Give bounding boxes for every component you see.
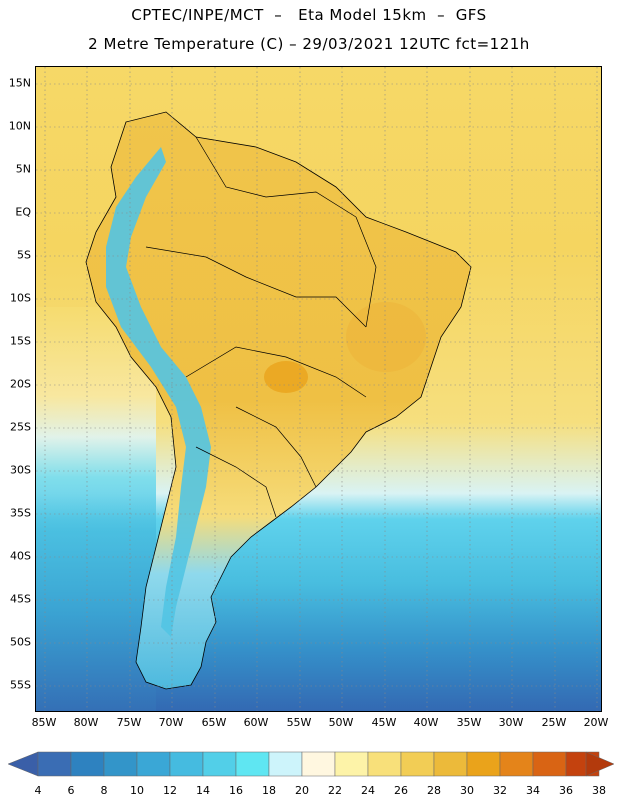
colorbar-label: 18 [262,784,276,797]
lon-label: 40W [413,716,439,729]
colorbar-label: 20 [295,784,309,797]
warm-area-brazil [346,302,426,372]
lon-label: 70W [158,716,184,729]
title-line-2: 2 Metre Temperature (C) – 29/03/2021 12U… [88,35,530,53]
pacific-ocean-field [36,307,156,711]
colorbar-label: 16 [229,784,243,797]
title-line-1: CPTEC/INPE/MCT – Eta Model 15km – GFS [131,6,487,24]
graticule [36,67,601,711]
colorbar-label: 14 [196,784,210,797]
colorbar-label: 30 [460,784,474,797]
colorbar-cell [466,751,501,777]
map-canvas [36,67,601,711]
colorbar-cell [103,751,138,777]
colorbar-label: 6 [67,784,75,797]
lat-label: 30S [10,463,31,477]
lat-label: 15S [10,334,31,348]
lon-label: 55W [286,716,312,729]
warm-core [264,361,308,393]
colorbar-cell [37,751,72,777]
colorbar-cell [202,751,237,777]
colorbar-cell [433,751,468,777]
lat-label: 40S [10,549,31,563]
lat-label: EQ [15,205,31,219]
colorbar-cell [169,751,204,777]
colorbar-cell [400,751,435,777]
colorbar-label: 34 [526,784,540,797]
lon-label: 65W [201,716,227,729]
andes-cold-strip [106,147,211,637]
lon-label: 75W [116,716,142,729]
colorbar-label: 8 [100,784,108,797]
colorbar-cell [334,751,369,777]
colorbar-label: 10 [130,784,144,797]
colorbar-label: 36 [559,784,573,797]
colorbar-label: 12 [163,784,177,797]
colorbar-low-arrow [7,751,39,777]
colorbar-label: 28 [427,784,441,797]
colorbar-cell [499,751,534,777]
lat-label: 45S [10,592,31,606]
colorbar-cell [301,751,336,777]
colorbar-label: 38 [592,784,606,797]
colorbar-label: 22 [328,784,342,797]
lon-label: 35W [456,716,482,729]
lon-label: 50W [328,716,354,729]
colorbar-cell [532,751,567,777]
country-borders [145,136,377,518]
lat-label: 25S [10,420,31,434]
colorbar-label: 24 [361,784,375,797]
lat-label: 55S [10,678,31,692]
lon-label: 60W [243,716,269,729]
temperature-map [35,66,602,712]
colorbar-label: 26 [394,784,408,797]
lat-label: 5N [15,162,31,176]
lat-label: 20S [10,377,31,391]
lon-label: 85W [31,716,57,729]
lon-label: 25W [541,716,567,729]
lat-label: 35S [10,506,31,520]
lon-label: 45W [371,716,397,729]
colorbar-high-arrow [585,751,615,777]
colorbar-cell [367,751,402,777]
colorbar [7,751,615,777]
lat-label: 10S [10,291,31,305]
colorbar-cell [235,751,270,777]
colorbar-cell [70,751,105,777]
lat-label: 15N [8,76,31,90]
colorbar-label: 32 [493,784,507,797]
lat-label: 10N [8,119,31,133]
colorbar-label: 4 [34,784,42,797]
colorbar-cell [268,751,303,777]
lon-label: 30W [498,716,524,729]
lon-label: 80W [73,716,99,729]
lat-label: 50S [10,635,31,649]
lat-label: 5S [17,248,31,262]
lon-label: 20W [583,716,609,729]
colorbar-cell [136,751,171,777]
